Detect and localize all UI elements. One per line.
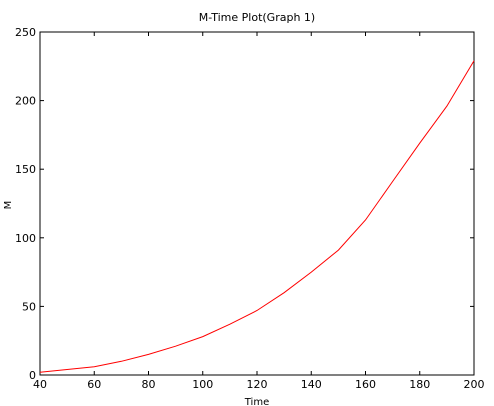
y-tick-label: 50 bbox=[22, 300, 36, 313]
y-tick-label: 150 bbox=[15, 163, 36, 176]
x-tick-label: 200 bbox=[464, 378, 485, 391]
x-axis: 40 60 80 100 120 140 160 180 200 bbox=[33, 32, 485, 391]
x-tick-label: 100 bbox=[192, 378, 213, 391]
chart-title: M-Time Plot(Graph 1) bbox=[199, 11, 315, 24]
y-axis-label: M bbox=[3, 201, 14, 210]
series-group bbox=[39, 60, 475, 373]
plot-frame bbox=[39, 31, 475, 376]
x-tick-label: 40 bbox=[33, 378, 47, 391]
x-axis-label: Time bbox=[244, 397, 269, 406]
x-tick-label: 120 bbox=[247, 378, 268, 391]
y-tick-label: 100 bbox=[15, 232, 36, 245]
y-tick-label: 200 bbox=[15, 95, 36, 108]
x-tick-label: 140 bbox=[301, 378, 322, 391]
x-tick-label: 60 bbox=[87, 378, 101, 391]
y-axis: 0 50 100 150 200 250 bbox=[15, 26, 474, 382]
x-tick-label: 80 bbox=[142, 378, 156, 391]
x-tick-label: 180 bbox=[409, 378, 430, 391]
x-tick-label: 160 bbox=[355, 378, 376, 391]
y-tick-label: 250 bbox=[15, 26, 36, 39]
y-tick-label: 0 bbox=[29, 369, 36, 382]
series-line bbox=[39, 60, 475, 373]
